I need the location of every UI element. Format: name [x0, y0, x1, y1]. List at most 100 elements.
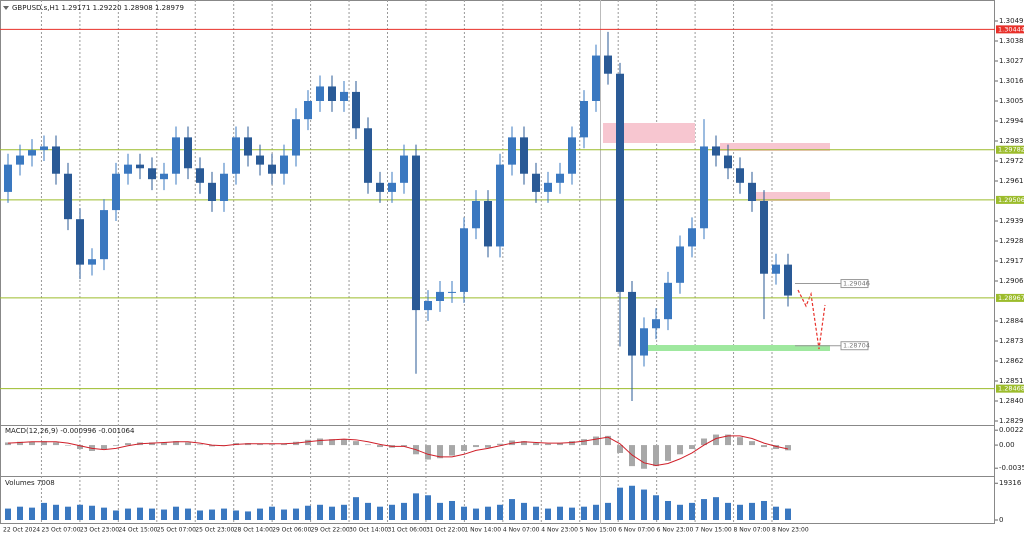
macd-bar [533, 443, 539, 446]
macd-bar [65, 445, 71, 446]
candle-body [544, 182, 552, 192]
macd-bar [557, 443, 563, 446]
macd-bar [149, 442, 155, 446]
supply-zone [603, 123, 695, 143]
candle-body [328, 86, 336, 101]
candle-body [160, 173, 168, 180]
volume-bar [185, 508, 191, 520]
y-tick-label: 1.28400 [999, 397, 1024, 405]
candle-body [592, 55, 600, 101]
volume-bar [509, 499, 515, 520]
candle-body [316, 86, 324, 101]
y-tick-label: 0.002263 [999, 426, 1024, 434]
volume-bar [257, 508, 263, 520]
macd-bar [53, 442, 59, 446]
macd-signal [7, 435, 789, 466]
macd-bar [593, 436, 599, 446]
candle-body [280, 155, 288, 174]
macd-bar [197, 444, 203, 446]
volume-bar [725, 502, 731, 520]
volume-bar [665, 500, 671, 520]
level-label: 1.28468 [998, 385, 1024, 393]
volume-bar [233, 510, 239, 520]
volume-bar [353, 497, 359, 520]
volume-bar [389, 504, 395, 520]
candle-body [340, 91, 348, 101]
volume-bar [785, 508, 791, 520]
x-tick-label: 23 Oct 23:00 [80, 527, 119, 534]
macd-bar [701, 438, 707, 446]
candle-body [52, 146, 60, 174]
volume-bar [125, 508, 131, 520]
macd-bar [353, 441, 359, 446]
volume-bar [113, 510, 119, 520]
marker-label: 1.28704 [843, 342, 870, 350]
volume-bar [5, 508, 11, 520]
volume-bar [365, 502, 371, 520]
candle-body [268, 164, 276, 174]
x-tick-label: 28 Oct 14:00 [234, 527, 273, 534]
volume-bar [149, 508, 155, 520]
x-tick-label: 4 Nov 07:00 [503, 527, 540, 534]
x-tick-label: 1 Nov 14:00 [464, 527, 501, 534]
candle-body [100, 210, 108, 260]
x-tick-label: 30 Oct 14:00 [349, 527, 388, 534]
candle-body [208, 182, 216, 201]
y-tick-label: 1.30270 [999, 57, 1024, 65]
candle-body [604, 55, 612, 74]
y-tick-label: 1.29280 [999, 237, 1024, 245]
level-label: 1.29782 [998, 146, 1024, 154]
x-tick-label: 5 Nov 15:00 [580, 527, 617, 534]
candle-body [232, 137, 240, 174]
volume-bar [29, 507, 35, 520]
candle-body [112, 173, 120, 211]
y-tick-label: 1.30160 [999, 77, 1024, 85]
candle-body [676, 246, 684, 283]
volume-bar [173, 506, 179, 520]
volume-bar [593, 504, 599, 520]
macd-bar [629, 445, 635, 467]
volume-bar [521, 502, 527, 520]
volume-bar [245, 511, 251, 520]
x-tick-label: 24 Oct 15:00 [118, 527, 157, 534]
macd-bar [473, 445, 479, 448]
x-tick-label: 8 Nov 23:00 [772, 527, 809, 534]
candle-body [760, 201, 768, 274]
volume-bar [485, 506, 491, 520]
macd-bar [101, 445, 107, 450]
volume-bar [473, 508, 479, 520]
candle-body [496, 164, 504, 247]
y-tick-label: 1.30380 [999, 37, 1024, 45]
macd-bar [689, 445, 695, 450]
candle-body [76, 219, 84, 265]
candle-body [664, 282, 672, 320]
macd-bar [5, 442, 11, 446]
candle-body [64, 173, 72, 220]
macd-bar [521, 441, 527, 446]
macd-bar [581, 439, 587, 446]
macd-bar [749, 441, 755, 446]
macd-bar [281, 443, 287, 446]
candle-body [748, 182, 756, 201]
x-tick-label: 7 Nov 15:00 [695, 527, 732, 534]
candle-body [184, 137, 192, 169]
projection [797, 289, 826, 350]
volume-bar [617, 487, 623, 520]
macd-title: MACD(12,26,9) -0.000996 -0.001064 [5, 427, 135, 435]
level-label-box [996, 145, 1024, 154]
volume-bar [569, 507, 575, 520]
macd-bar [437, 445, 443, 459]
candle-body [136, 164, 144, 169]
x-tick-label: 4 Nov 23:00 [541, 527, 578, 534]
level-label-box [996, 384, 1024, 393]
volume-bar [137, 507, 143, 520]
macd-bar [461, 445, 467, 451]
level-label: 1.28967 [998, 294, 1024, 302]
candle-body [124, 164, 132, 174]
candle-body [520, 137, 528, 174]
x-tick-label: 31 Oct 06:00 [388, 527, 427, 534]
volume-bar [461, 506, 467, 520]
macd-bar [545, 443, 551, 446]
candle-body [28, 150, 36, 156]
level-label-box [996, 195, 1024, 204]
